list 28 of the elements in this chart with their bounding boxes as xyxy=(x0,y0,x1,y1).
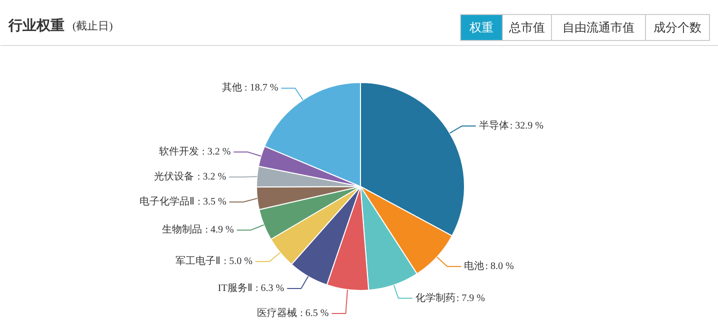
data-label: : 5.0 % xyxy=(224,256,252,268)
data-label: : 6.5 % xyxy=(300,308,329,319)
data-label: : 3.2 % xyxy=(202,146,231,158)
data-label: : 18.7 % xyxy=(244,82,278,94)
slice-label: 电子化学品Ⅱ xyxy=(139,196,194,208)
data-label: : 32.9 % xyxy=(510,120,544,132)
slice-label: IT服务Ⅱ xyxy=(218,282,252,294)
data-label: : 4.9 % xyxy=(205,224,234,236)
slice-label: 软件开发 xyxy=(158,146,199,158)
data-label: : 6.3 % xyxy=(256,282,284,294)
text: 自由流通市值 xyxy=(562,20,634,34)
slice-label: 军工电子Ⅱ xyxy=(176,255,221,268)
slice-label: 医疗器械 xyxy=(256,306,297,319)
text: 权重 xyxy=(468,20,494,34)
slice-label: 化学制药 xyxy=(415,292,456,304)
data-label: : 3.5 % xyxy=(198,196,226,208)
slice-label: 半导体 xyxy=(478,120,509,132)
chart-subtitle: (截止日) xyxy=(72,20,114,32)
slice-label: 光伏设备 xyxy=(154,170,194,183)
data-label: : 8.0 % xyxy=(485,261,514,272)
data-label: : 3.2 % xyxy=(197,172,226,183)
chart-title: 行业权重 xyxy=(8,18,64,34)
text: 总市值 xyxy=(508,20,545,34)
text: 成分个数 xyxy=(654,20,702,34)
slice-label: 电池 xyxy=(464,260,484,272)
data-label: : 7.9 % xyxy=(456,292,485,304)
slice-label: 其他 xyxy=(222,82,242,94)
slice-label: 生物制品 xyxy=(162,224,202,236)
